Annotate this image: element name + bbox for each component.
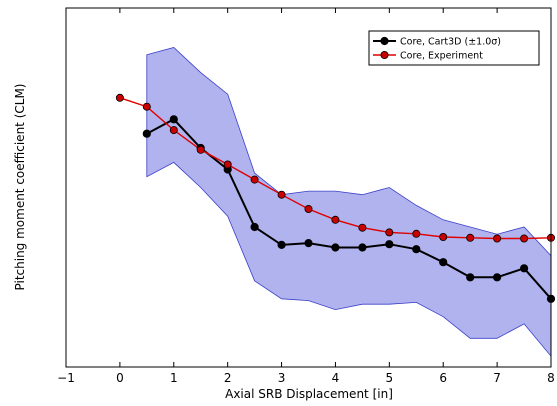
data-point-experiment: [412, 229, 421, 238]
data-point-experiment: [466, 233, 475, 242]
x-tick-label: 0: [116, 371, 124, 385]
data-point-cart3d: [331, 243, 340, 252]
plot-frame: [65, 7, 552, 368]
x-tick-label: 8: [547, 371, 555, 385]
x-axis-ticks: −1 0 1 2 3 4 5 6 7 8: [57, 8, 555, 385]
legend-label-cart3d: Core, Cart3D (±1.0σ): [400, 37, 501, 48]
x-tick-label: 1: [170, 371, 178, 385]
x-tick-label: −1: [57, 371, 75, 385]
legend: Core, Cart3D (±1.0σ) Core, Experiment: [368, 30, 540, 66]
series-line-cart3d: [146, 118, 552, 300]
data-point-cart3d: [142, 129, 151, 138]
x-tick-label: 7: [493, 371, 501, 385]
x-tick-label: 3: [278, 371, 286, 385]
data-point-cart3d: [358, 243, 367, 252]
data-point-cart3d: [277, 240, 286, 249]
data-point-experiment: [169, 126, 178, 135]
y-axis-label: Pitching moment coefficient (CLM): [13, 84, 27, 291]
legend-box: [368, 30, 540, 66]
data-point-cart3d: [439, 258, 448, 267]
data-point-cart3d: [169, 115, 178, 124]
data-point-experiment: [250, 175, 259, 184]
x-tick-label: 4: [332, 371, 340, 385]
x-tick-label: 6: [439, 371, 447, 385]
cart3d-sigma-band: [146, 47, 552, 358]
data-point-experiment: [493, 234, 502, 243]
confidence-band-layer: [146, 47, 552, 358]
data-point-experiment: [115, 93, 124, 102]
legend-marker-cart3d: [380, 36, 389, 46]
data-point-experiment: [277, 190, 286, 199]
legend-marker-experiment: [380, 51, 389, 60]
data-point-experiment: [385, 228, 394, 237]
series-markers-layer: [115, 93, 556, 303]
data-point-experiment: [331, 215, 340, 224]
data-point-experiment: [439, 232, 448, 241]
data-point-cart3d: [385, 240, 394, 249]
data-point-experiment: [358, 223, 367, 232]
legend-label-experiment: Core, Experiment: [400, 51, 483, 62]
x-tick-label: 2: [224, 371, 232, 385]
data-point-cart3d: [520, 264, 529, 273]
data-point-experiment: [196, 145, 205, 154]
data-point-experiment: [223, 160, 232, 169]
x-tick-label: 5: [386, 371, 394, 385]
data-point-experiment: [304, 204, 313, 213]
data-point-cart3d: [250, 222, 259, 232]
data-point-cart3d: [466, 273, 475, 282]
data-point-cart3d: [304, 239, 313, 248]
x-axis-label: Axial SRB Displacement [in]: [225, 387, 393, 401]
data-point-experiment: [520, 234, 529, 243]
data-point-cart3d: [412, 245, 421, 254]
data-point-experiment: [142, 102, 151, 111]
data-point-cart3d: [493, 273, 502, 282]
